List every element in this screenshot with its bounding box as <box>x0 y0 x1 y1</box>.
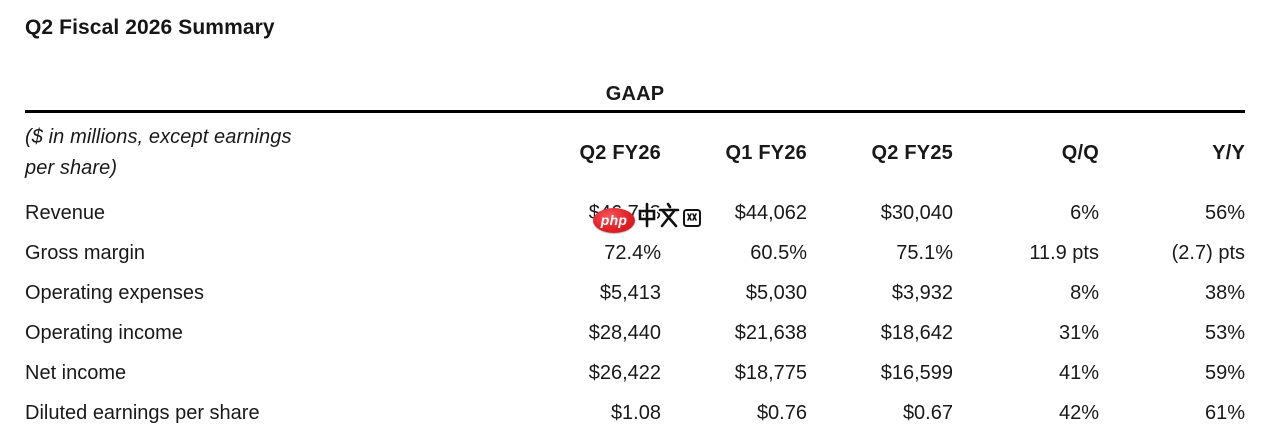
column-header-row: ($ in millions, except earnings per shar… <box>25 113 1245 193</box>
cell-value: $18,642 <box>880 321 953 344</box>
cell-value: $44,062 <box>734 201 807 224</box>
cell-value: 8% <box>1070 281 1099 304</box>
column-header-q2-fy25: Q2 FY25 <box>871 141 953 164</box>
cell-value: $0.76 <box>756 401 807 424</box>
cell-value: $46,743 <box>588 201 661 224</box>
cell-value: 42% <box>1058 401 1099 424</box>
cell-value: $0.67 <box>902 401 953 424</box>
cell-value: $21,638 <box>734 321 807 344</box>
row-label: Revenue <box>25 201 106 224</box>
cell-value: 6% <box>1070 201 1099 224</box>
units-note-line2: per share) <box>25 157 118 179</box>
units-note-line1: ($ in millions, except earnings <box>25 126 292 148</box>
cell-value: 41% <box>1058 361 1099 384</box>
cell-value: 72.4% <box>604 241 661 264</box>
cell-value: 56% <box>1204 201 1245 224</box>
units-note: ($ in millions, except earnings per shar… <box>25 113 515 193</box>
gaap-group-header: GAAP <box>25 82 1245 113</box>
financial-summary-table: ($ in millions, except earnings per shar… <box>25 113 1245 433</box>
cell-value: 11.9 pts <box>1029 241 1099 264</box>
cell-value: $3,932 <box>891 281 953 304</box>
column-header-yy: Y/Y <box>1212 141 1245 164</box>
table-row-revenue: Revenue $46,743 $44,062 $30,040 6% 56% <box>25 193 1245 233</box>
cell-value: 59% <box>1204 361 1245 384</box>
cell-value: 53% <box>1204 321 1245 344</box>
column-header-q2-fy26: Q2 FY26 <box>579 141 661 164</box>
row-label: Operating expenses <box>25 281 205 304</box>
cell-value: 31% <box>1058 321 1099 344</box>
cell-value: 38% <box>1204 281 1245 304</box>
cell-value: $1.08 <box>610 401 661 424</box>
row-label: Net income <box>25 361 127 384</box>
cell-value: $5,413 <box>599 281 661 304</box>
page-title: Q2 Fiscal 2026 Summary <box>25 16 275 39</box>
cell-value: $18,775 <box>734 361 807 384</box>
row-label: Diluted earnings per share <box>25 401 260 424</box>
row-label: Operating income <box>25 321 183 344</box>
cell-value: $28,440 <box>588 321 661 344</box>
column-header-q1-fy26: Q1 FY26 <box>725 141 807 164</box>
cell-value: $30,040 <box>880 201 953 224</box>
column-header-qq: Q/Q <box>1061 141 1099 164</box>
row-label: Gross margin <box>25 241 146 264</box>
cell-value: 61% <box>1204 401 1245 424</box>
cell-value: 75.1% <box>896 241 953 264</box>
table-row-operating-expenses: Operating expenses $5,413 $5,030 $3,932 … <box>25 273 1245 313</box>
cell-value: $5,030 <box>745 281 807 304</box>
table-row-diluted-eps: Diluted earnings per share $1.08 $0.76 $… <box>25 393 1245 433</box>
cell-value: 60.5% <box>750 241 807 264</box>
table-row-net-income: Net income $26,422 $18,775 $16,599 41% 5… <box>25 353 1245 393</box>
cell-value: (2.7) pts <box>1171 241 1245 264</box>
summary-table-section: GAAP ($ in millions, except earnings per… <box>25 82 1245 433</box>
cell-value: $26,422 <box>588 361 661 384</box>
table-row-gross-margin: Gross margin 72.4% 60.5% 75.1% 11.9 pts … <box>25 233 1245 273</box>
cell-value: $16,599 <box>880 361 953 384</box>
table-row-operating-income: Operating income $28,440 $21,638 $18,642… <box>25 313 1245 353</box>
